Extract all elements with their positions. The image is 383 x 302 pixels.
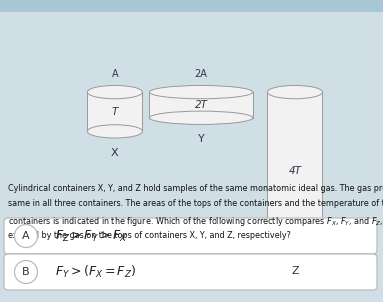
- Text: A: A: [111, 69, 118, 79]
- Ellipse shape: [87, 85, 142, 99]
- Text: 2A: 2A: [195, 69, 208, 79]
- FancyBboxPatch shape: [4, 218, 377, 254]
- Text: Y: Y: [198, 134, 205, 144]
- Text: Z: Z: [291, 266, 299, 276]
- Bar: [149, 92, 253, 118]
- Text: $F_Y > (F_X = F_Z)$: $F_Y > (F_X = F_Z)$: [55, 264, 136, 280]
- Text: T: T: [112, 107, 118, 117]
- Circle shape: [15, 224, 38, 248]
- Bar: [87, 92, 142, 131]
- Bar: [267, 92, 322, 249]
- Text: A: A: [22, 231, 30, 241]
- Text: same in all three containers. The areas of the tops of the containers and the te: same in all three containers. The areas …: [8, 200, 383, 208]
- FancyBboxPatch shape: [4, 254, 377, 290]
- Ellipse shape: [149, 85, 253, 99]
- Text: Cylindrical containers X, Y, and Z hold samples of the same monatomic ideal gas.: Cylindrical containers X, Y, and Z hold …: [8, 184, 383, 193]
- Ellipse shape: [149, 111, 253, 124]
- Ellipse shape: [267, 85, 322, 99]
- Text: exerted by the gas on the tops of containers X, Y, and Z, respectively?: exerted by the gas on the tops of contai…: [8, 230, 291, 239]
- Circle shape: [15, 261, 38, 284]
- Text: containers is indicated in the figure. Which of the following correctly compares: containers is indicated in the figure. W…: [8, 215, 383, 228]
- Text: X: X: [111, 148, 119, 158]
- Ellipse shape: [267, 243, 322, 256]
- Text: B: B: [22, 267, 30, 277]
- Ellipse shape: [87, 125, 142, 138]
- Bar: [0, 0, 383, 12]
- Text: 4T: 4T: [288, 165, 301, 176]
- Text: $F_Z > F_Y > F_X$: $F_Z > F_Y > F_X$: [55, 228, 128, 243]
- Text: 2T: 2T: [195, 100, 208, 110]
